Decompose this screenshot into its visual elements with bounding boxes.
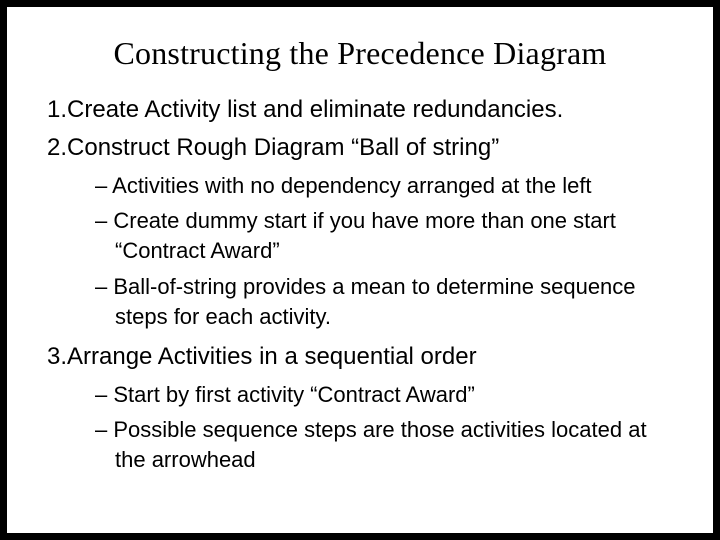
item-text: Arrange Activities in a sequential order [67,343,477,370]
item-number: 1. [47,96,67,123]
sub-item: Possible sequence steps are those activi… [95,415,673,474]
sub-item: Start by first activity “Contract Award” [95,380,673,410]
list-item: 1.Create Activity list and eliminate red… [47,94,673,126]
item-text: Construct Rough Diagram “Ball of string” [67,134,499,161]
sub-list: Start by first activity “Contract Award”… [47,380,673,475]
item-number: 3. [47,343,67,370]
sub-item: Ball-of-string provides a mean to determ… [95,272,673,331]
item-text: Create Activity list and eliminate redun… [67,96,563,123]
sub-item: Create dummy start if you have more than… [95,206,673,265]
sub-item: Activities with no dependency arranged a… [95,171,673,201]
numbered-list: 1.Create Activity list and eliminate red… [47,94,673,475]
item-number: 2. [47,134,67,161]
list-item: 2.Construct Rough Diagram “Ball of strin… [47,132,673,164]
sub-list: Activities with no dependency arranged a… [47,171,673,331]
slide-title: Constructing the Precedence Diagram [47,35,673,72]
list-item: 3.Arrange Activities in a sequential ord… [47,341,673,373]
slide-frame: Constructing the Precedence Diagram 1.Cr… [0,0,720,540]
